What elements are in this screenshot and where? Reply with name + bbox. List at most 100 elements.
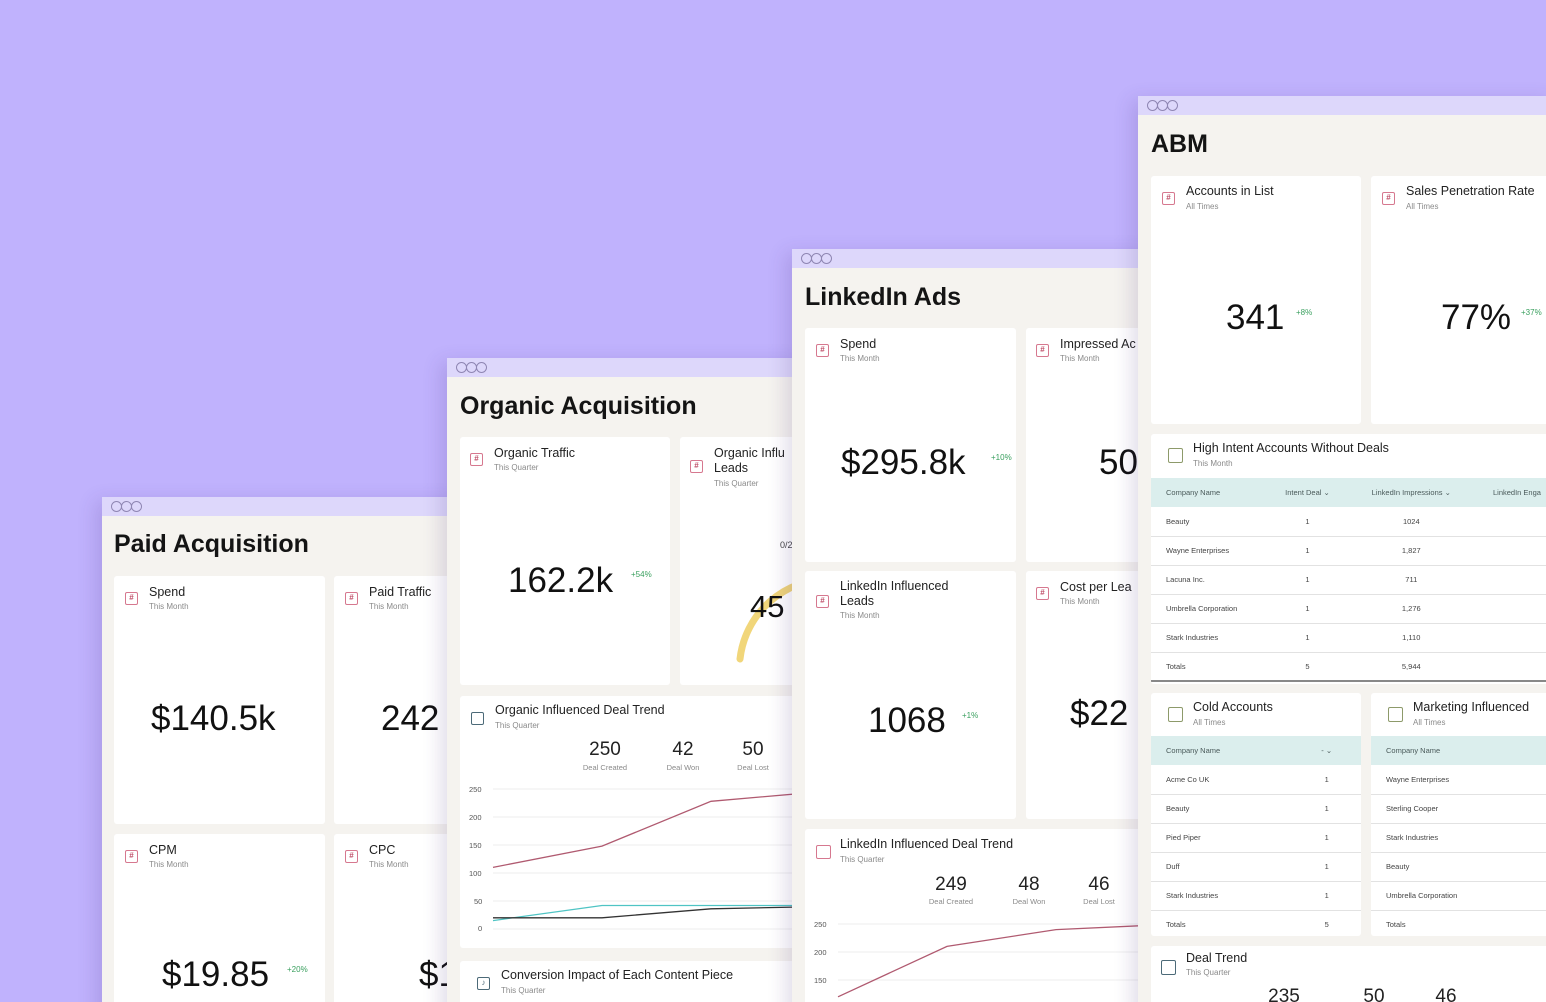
- card-title: Cost per Lea: [1060, 580, 1132, 594]
- card-subtitle: All Times: [1186, 202, 1219, 211]
- column-header[interactable]: Company Name: [1151, 736, 1293, 765]
- kpi-card-paid-traffic[interactable]: # Paid Traffic This Month 242: [334, 576, 462, 824]
- card-title: LinkedIn Influenced: [840, 579, 949, 593]
- series-line-deal-created[interactable]: [837, 924, 1152, 998]
- metric-icon: #: [345, 850, 358, 863]
- table-row[interactable]: Lacuna Inc. 1 711: [1151, 565, 1546, 595]
- table-row[interactable]: Totals 5: [1151, 910, 1361, 936]
- card-subtitle: This Month: [840, 611, 880, 620]
- table-row[interactable]: Umbrella Corporation: [1371, 881, 1546, 911]
- card-subtitle: All Times: [1193, 718, 1226, 727]
- card-subtitle: This Quarter: [1186, 968, 1231, 977]
- chart-icon: [1161, 960, 1176, 975]
- series-line-deal-created[interactable]: [492, 792, 807, 869]
- table-cell: Pied Piper: [1151, 823, 1293, 853]
- table-icon: [1168, 448, 1183, 463]
- table-row[interactable]: Beauty 1 1024: [1151, 507, 1546, 537]
- kpi-value: $140.5k: [151, 699, 276, 738]
- series-line-deal-won[interactable]: [492, 904, 807, 922]
- cold-accounts-card[interactable]: Cold Accounts All Times Company Name - ⌄ A…: [1151, 693, 1361, 936]
- kpi-card-linkedin-influenced-leads[interactable]: # LinkedIn Influenced Leads This Month 1…: [805, 571, 1016, 819]
- kpi-card-accounts-in-list[interactable]: # Accounts in List All Times 341 +8%: [1151, 176, 1361, 424]
- card-title: Organic Traffic: [494, 446, 576, 460]
- organic-deal-trend-card[interactable]: Organic Influenced Deal Trend This Quart…: [460, 696, 807, 948]
- stat-deal-created: 235: [1268, 986, 1300, 1002]
- table-row[interactable]: Wayne Enterprises 1 1,827: [1151, 536, 1546, 566]
- metric-icon: #: [125, 592, 138, 605]
- table-cell: 1,827: [1349, 536, 1473, 566]
- card-subtitle: This Quarter: [714, 479, 759, 488]
- table-row[interactable]: Duff 1: [1151, 852, 1361, 882]
- card-title: Conversion Impact of Each Content Piece: [501, 968, 734, 982]
- table-row[interactable]: Totals 5 5,944: [1151, 652, 1546, 682]
- table-row[interactable]: Sterling Cooper: [1371, 794, 1546, 824]
- page-title: Organic Acquisition: [460, 392, 697, 420]
- table-cell: Umbrella Corporation: [1151, 594, 1266, 624]
- marketing-influenced-card[interactable]: Marketing Influenced All Times Company N…: [1371, 693, 1546, 936]
- table-cell: 1: [1292, 881, 1361, 911]
- stat-label: Deal Lost: [737, 763, 769, 772]
- kpi-card-cpc[interactable]: # CPC This Month $1: [334, 834, 462, 1002]
- window-dot-icon[interactable]: [821, 253, 832, 264]
- kpi-card-impressed-accounts[interactable]: # Impressed Ac This Month 50: [1026, 328, 1152, 562]
- column-header[interactable]: Intent Deal ⌄: [1265, 478, 1350, 507]
- column-header[interactable]: - ⌄: [1292, 736, 1361, 765]
- table-row[interactable]: Acme Co UK 1: [1151, 765, 1361, 795]
- kpi-card-cost-per-lead[interactable]: # Cost per Lea This Month $22: [1026, 571, 1152, 819]
- table-cell: [1472, 565, 1546, 595]
- window-dot-icon[interactable]: [1167, 100, 1178, 111]
- series-line-deal-lost[interactable]: [493, 906, 807, 919]
- linkedin-ads-window: LinkedIn Ads # Spend This Month $295.8k …: [792, 249, 1152, 1002]
- stat-deal-lost: 46: [1435, 986, 1457, 1002]
- card-subtitle: This Month: [149, 602, 189, 611]
- kpi-card-spend[interactable]: # Spend This Month $140.5k: [114, 576, 325, 824]
- page-title: LinkedIn Ads: [805, 283, 962, 311]
- page-title: Paid Acquisition: [114, 530, 309, 558]
- gauge-chart: [736, 578, 807, 663]
- table-row[interactable]: Totals: [1371, 910, 1546, 936]
- table-row[interactable]: Umbrella Corporation 1 1,276: [1151, 594, 1546, 624]
- kpi-card-sales-penetration-rate[interactable]: # Sales Penetration Rate All Times 77% +…: [1371, 176, 1546, 424]
- table-cell: 1: [1265, 536, 1350, 566]
- table-row[interactable]: Pied Piper 1: [1151, 823, 1361, 853]
- table-cell: Wayne Enterprises: [1371, 765, 1546, 795]
- metric-icon: #: [345, 592, 358, 605]
- conversion-impact-card[interactable]: ♪ Conversion Impact of Each Content Piec…: [460, 961, 807, 1002]
- metric-icon: #: [1036, 344, 1049, 357]
- table-cell: Totals: [1151, 652, 1266, 682]
- table-cell: 1: [1292, 765, 1361, 795]
- column-header[interactable]: LinkedIn Enga: [1472, 478, 1546, 507]
- table-cell: [1472, 536, 1546, 566]
- kpi-value: 50: [1099, 443, 1138, 482]
- kpi-delta: +8%: [1296, 308, 1313, 317]
- window-dot-icon[interactable]: [476, 362, 487, 373]
- column-header[interactable]: Company Name: [1371, 736, 1546, 765]
- kpi-value: 341: [1226, 298, 1285, 337]
- card-title: Impressed Ac: [1060, 337, 1136, 351]
- column-header[interactable]: LinkedIn Impressions ⌄: [1349, 478, 1473, 507]
- kpi-card-cpm[interactable]: # CPM This Month $19.85 +20%: [114, 834, 325, 1002]
- kpi-card-organic-influenced-leads[interactable]: # Organic Influ Leads This Quarter 0/2 4…: [680, 437, 807, 685]
- card-title: Sales Penetration Rate: [1406, 184, 1535, 198]
- table-row[interactable]: Stark Industries 1 1,110: [1151, 623, 1546, 653]
- table-cell: 1: [1265, 507, 1350, 537]
- gauge-arc: [736, 578, 807, 663]
- table-cell: 1,110: [1349, 623, 1473, 653]
- table-row[interactable]: Beauty 1: [1151, 794, 1361, 824]
- card-title: High Intent Accounts Without Deals: [1193, 441, 1389, 455]
- table-icon: [1388, 707, 1403, 722]
- abm-deal-trend-card[interactable]: Deal Trend This Quarter 235 50 46: [1151, 946, 1546, 1002]
- table-row[interactable]: Stark Industries 1: [1151, 881, 1361, 911]
- kpi-delta: +1%: [962, 711, 979, 720]
- kpi-card-organic-traffic[interactable]: # Organic Traffic This Quarter 162.2k +5…: [460, 437, 670, 685]
- kpi-delta: +20%: [287, 965, 308, 974]
- kpi-value: 162.2k: [508, 561, 614, 600]
- high-intent-accounts-card[interactable]: High Intent Accounts Without Deals This …: [1151, 434, 1546, 684]
- table-row[interactable]: Wayne Enterprises: [1371, 765, 1546, 795]
- table-row[interactable]: Stark Industries: [1371, 823, 1546, 853]
- table-row[interactable]: Beauty: [1371, 852, 1546, 882]
- window-dot-icon[interactable]: [131, 501, 142, 512]
- kpi-card-linkedin-spend[interactable]: # Spend This Month $295.8k +10%: [805, 328, 1016, 562]
- linkedin-deal-trend-card[interactable]: LinkedIn Influenced Deal Trend This Quar…: [805, 829, 1152, 1002]
- column-header[interactable]: Company Name: [1151, 478, 1266, 507]
